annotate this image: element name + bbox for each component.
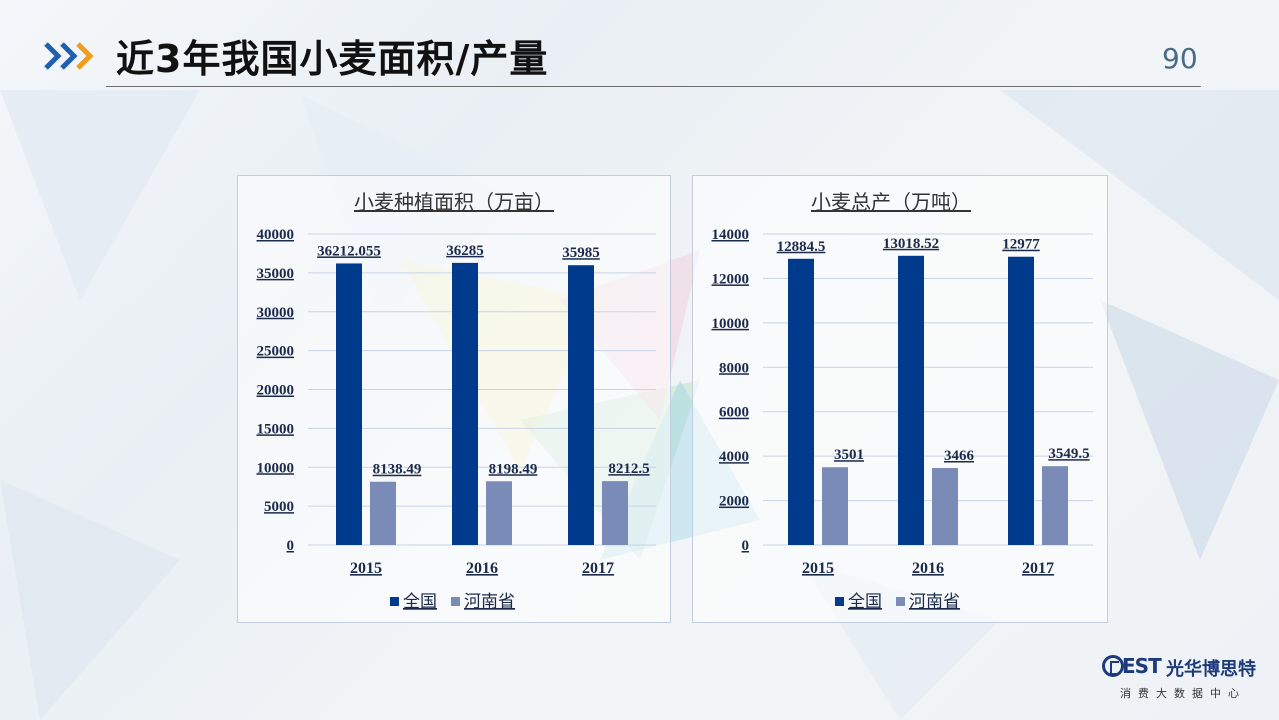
data-label: 3501 [834,447,864,463]
data-label: 36212.055 [317,243,381,259]
bar-henan [486,481,512,545]
legend-marker-icon [451,597,460,606]
y-tick-label: 0 [287,538,295,554]
chevrons-right-icon [44,42,94,70]
page-number: 90 [1162,42,1198,75]
y-tick-label: 40000 [257,227,295,243]
x-tick-label: 2016 [466,560,498,577]
y-tick-label: 10000 [712,316,750,332]
y-tick-label: 10000 [257,460,295,476]
legend-marker-icon [835,597,844,606]
y-tick-label: 30000 [257,305,295,321]
bar-national [788,258,814,545]
bar-national [452,262,478,545]
x-tick-label: 2017 [582,560,614,577]
legend-label: 全国 [403,592,437,612]
data-label: 36285 [446,243,484,259]
y-tick-label: 8000 [719,360,749,376]
data-label: 13018.52 [883,236,939,252]
data-label: 8138.49 [373,462,422,478]
legend-label: 河南省 [909,592,960,612]
y-tick-label: 4000 [719,449,749,465]
total-output-chart: 小麦总产（万吨） 0 2000 4000 6000 8000 10000 12000 14000… [712,190,1093,612]
y-tick-label: 25000 [257,344,295,360]
data-label: 35985 [562,245,600,261]
bar-national [568,265,594,545]
legend-marker-icon [390,597,399,606]
x-tick-label: 2015 [350,560,382,577]
legend-label: 全国 [848,592,882,612]
legend-marker-icon [896,597,905,606]
chart-title: 小麦总产（万吨） [811,190,971,214]
bar-henan [602,481,628,545]
y-tick-label: 14000 [712,227,750,243]
data-label: 8198.49 [489,461,538,477]
page-title: 近3年我国小麦面积/产量 [116,37,549,81]
logo-subtitle: 消费大数据中心 [1120,687,1246,700]
y-tick-label: 6000 [719,405,749,421]
bar-national [1008,256,1034,545]
planting-area-chart: 小麦种植面积（万亩） 0 5000 10000 15000 20000 25000 30000… [257,190,656,612]
bar-national [898,255,924,545]
chart-title: 小麦种植面积（万亩） [354,190,554,214]
x-tick-label: 2016 [912,560,944,577]
y-tick-label: 0 [742,538,750,554]
x-tick-label: 2017 [1022,560,1054,577]
y-tick-label: 2000 [719,494,749,510]
company-logo: EST 光华博思特 消费大数据中心 [1102,654,1262,705]
y-tick-label: 12000 [712,271,750,287]
bar-national [336,263,362,545]
area-chart-panel: 小麦种植面积（万亩） 0 5000 10000 15000 20000 25000 30000… [237,175,671,623]
data-label: 3466 [944,448,975,464]
bar-henan [822,467,848,545]
logo-letters: EST [1122,654,1162,678]
data-label: 12884.5 [777,239,826,255]
data-label: 12977 [1002,237,1040,253]
title-divider [106,86,1201,87]
data-label: 3549.5 [1048,446,1089,462]
y-tick-label: 15000 [257,421,295,437]
legend-label: 河南省 [464,592,515,612]
output-chart-panel: 小麦总产（万吨） 0 2000 4000 6000 8000 10000 12000 14000… [692,175,1108,623]
y-tick-label: 35000 [257,266,295,282]
data-label: 8212.5 [608,461,649,477]
y-tick-label: 5000 [264,499,294,515]
x-tick-label: 2015 [802,560,834,577]
bar-henan [1042,466,1068,545]
bar-henan [370,481,396,545]
logo-name: 光华博思特 [1166,659,1256,680]
logo-badge-icon [1102,655,1124,677]
bar-henan [932,468,958,545]
y-tick-label: 20000 [257,383,295,399]
